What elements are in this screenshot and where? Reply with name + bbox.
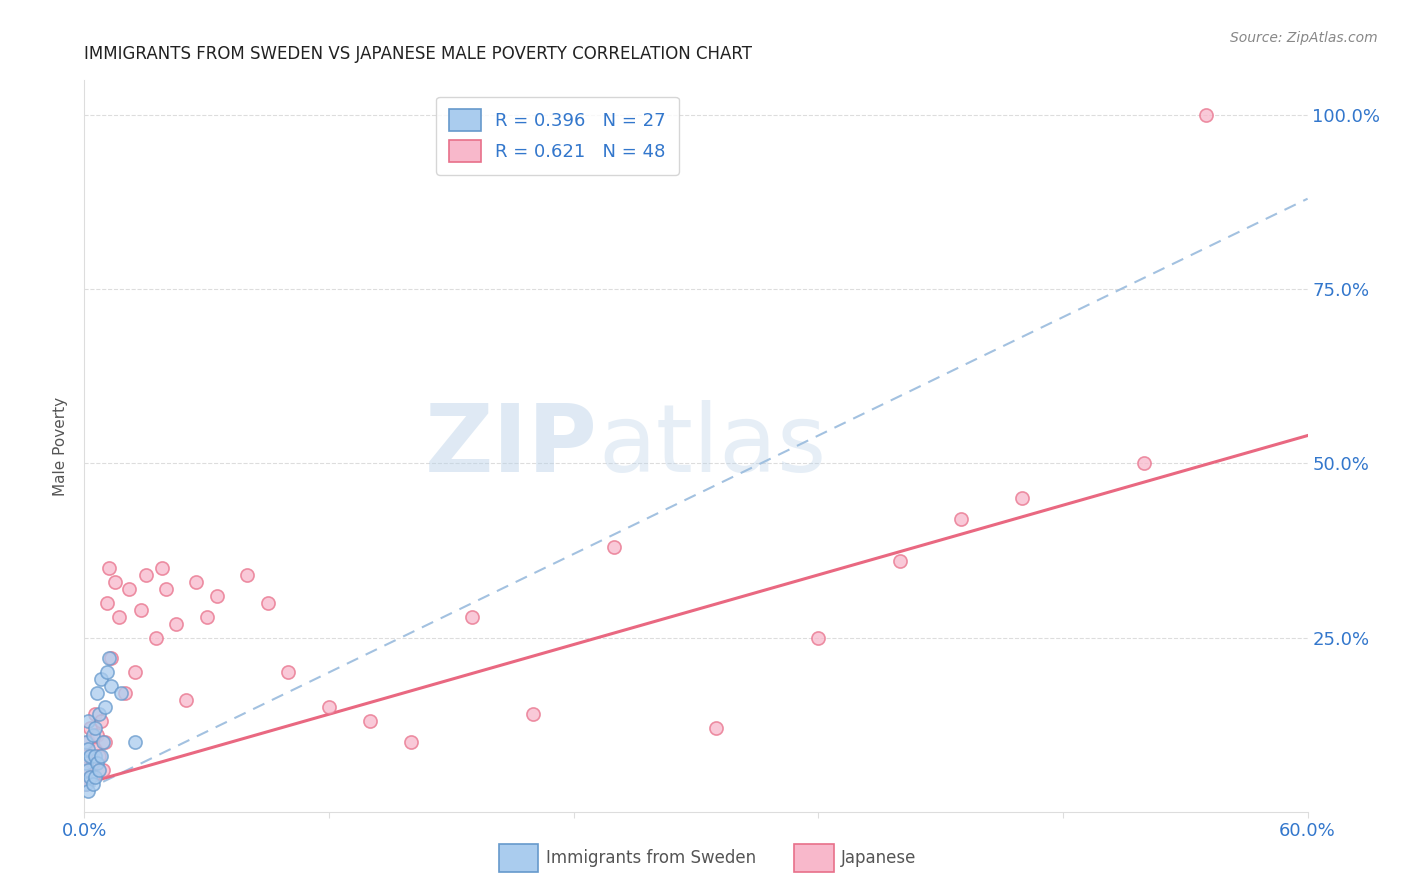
Point [77,784,100,798]
Point [87,707,110,722]
Point [75,777,97,791]
Text: atlas: atlas [598,400,827,492]
Point [83,721,105,735]
Point [82,728,104,742]
Point [135,567,157,582]
Point [82,777,104,791]
Point [195,609,218,624]
Point [77,763,100,777]
Point [1195,108,1218,122]
Point [97,561,120,575]
Point [83,770,105,784]
Point [145,631,167,645]
Point [75,735,97,749]
Point [75,756,97,770]
Point [77,735,100,749]
Point [91,735,114,749]
Point [79,770,101,784]
Point [100,651,122,665]
Text: Immigrants from Sweden: Immigrants from Sweden [546,849,755,867]
Point [174,693,197,707]
Point [77,742,100,756]
Text: IMMIGRANTS FROM SWEDEN VS JAPANESE MALE POVERTY CORRELATION CHART: IMMIGRANTS FROM SWEDEN VS JAPANESE MALE … [84,45,752,63]
Text: Japanese: Japanese [841,849,917,867]
Point [1011,491,1033,506]
Point [359,714,381,728]
Point [75,777,97,791]
Point [96,665,118,680]
Point [77,763,100,777]
Point [114,686,136,700]
Point [93,735,115,749]
Point [603,540,626,554]
Point [236,567,259,582]
Point [90,714,112,728]
Point [205,589,228,603]
Point [87,763,110,777]
Point [1133,457,1156,471]
Point [150,561,173,575]
Point [118,582,141,596]
Point [131,603,153,617]
Point [318,700,340,714]
Point [124,735,146,749]
Point [186,574,208,589]
Point [889,554,911,568]
Point [950,512,973,526]
Point [83,749,105,764]
Point [75,749,97,764]
Point [93,700,115,714]
Point [807,631,830,645]
Point [90,749,112,764]
Point [461,609,484,624]
Text: ZIP: ZIP [425,400,598,492]
Point [90,673,112,687]
Point [110,686,132,700]
Point [96,596,118,610]
Point [155,582,177,596]
Point [165,616,187,631]
Point [522,707,544,722]
Point [86,728,108,742]
Legend: R = 0.396   N = 27, R = 0.621   N = 48: R = 0.396 N = 27, R = 0.621 N = 48 [436,96,679,175]
Point [706,721,728,735]
Point [86,686,108,700]
Y-axis label: Male Poverty: Male Poverty [53,396,69,496]
Point [79,770,101,784]
Point [83,707,105,722]
Point [257,596,280,610]
Text: Source: ZipAtlas.com: Source: ZipAtlas.com [1230,31,1378,45]
Point [97,651,120,665]
Point [91,763,114,777]
Point [83,742,105,756]
Point [124,665,146,680]
Point [79,749,101,764]
Point [399,735,422,749]
Point [104,574,127,589]
Point [108,609,131,624]
Point [277,665,299,680]
Point [82,756,104,770]
Point [87,749,110,764]
Point [77,714,100,728]
Point [86,756,108,770]
Point [79,721,101,735]
Point [100,679,122,693]
